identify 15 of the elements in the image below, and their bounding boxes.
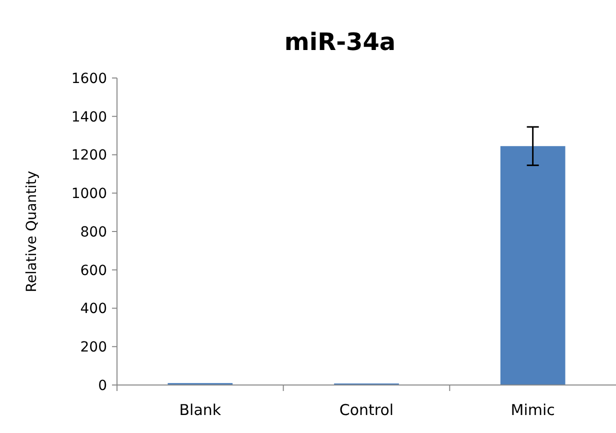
y-tick-label: 600: [80, 262, 107, 279]
y-tick-label: 1200: [71, 148, 107, 164]
y-axis-title: Relative Quantity: [24, 170, 40, 292]
y-tick-label: 400: [80, 301, 107, 318]
chart-title: miR-34a: [284, 28, 396, 56]
y-tick-label: 800: [80, 224, 107, 240]
x-tick-label: Blank: [179, 401, 222, 419]
y-tick-label: 0: [98, 378, 107, 394]
y-tick-label: 200: [80, 340, 107, 356]
y-tick-label: 1400: [71, 109, 107, 126]
x-tick-label: Control: [339, 401, 394, 419]
y-tick-label: 1600: [71, 70, 107, 87]
bar: [500, 146, 566, 385]
x-tick-label: Mimic: [510, 401, 555, 419]
y-tick-label: 1000: [71, 186, 107, 202]
